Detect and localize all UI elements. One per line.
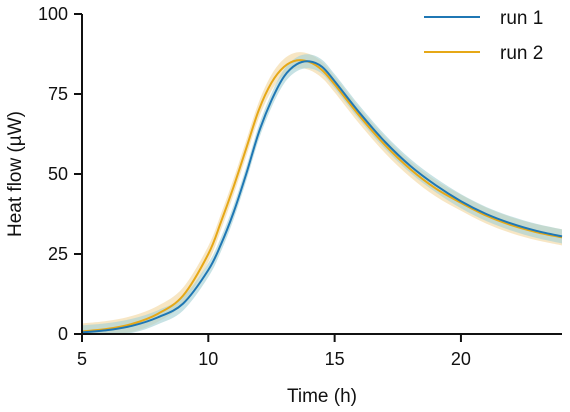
x-tick-label: 15 <box>325 349 345 369</box>
confidence-bands <box>82 52 562 335</box>
x-axis-title: Time (h) <box>287 386 357 407</box>
band-series-2 <box>82 52 562 335</box>
y-ticks: 0 25 50 75 100 <box>38 4 82 344</box>
line-series-2 <box>81 59 563 333</box>
legend-label-series-2: run 2 <box>500 43 543 64</box>
y-tick-label: 50 <box>48 164 68 184</box>
x-tick-label: 10 <box>198 349 218 369</box>
band-series-1 <box>82 54 562 335</box>
y-tick-label: 100 <box>38 4 68 24</box>
x-tick-label: 5 <box>77 349 87 369</box>
legend: run 1 run 2 <box>424 8 543 64</box>
y-tick-label: 25 <box>48 244 68 264</box>
legend-label-series-1: run 1 <box>500 8 543 29</box>
x-ticks: 5 10 15 20 <box>77 334 471 369</box>
line-series-1 <box>81 60 563 334</box>
series-lines <box>81 59 563 334</box>
x-tick-label: 20 <box>451 349 471 369</box>
y-tick-label: 75 <box>48 84 68 104</box>
y-axis-title: Heat flow (µW) <box>5 111 26 237</box>
y-tick-label: 0 <box>58 324 68 344</box>
